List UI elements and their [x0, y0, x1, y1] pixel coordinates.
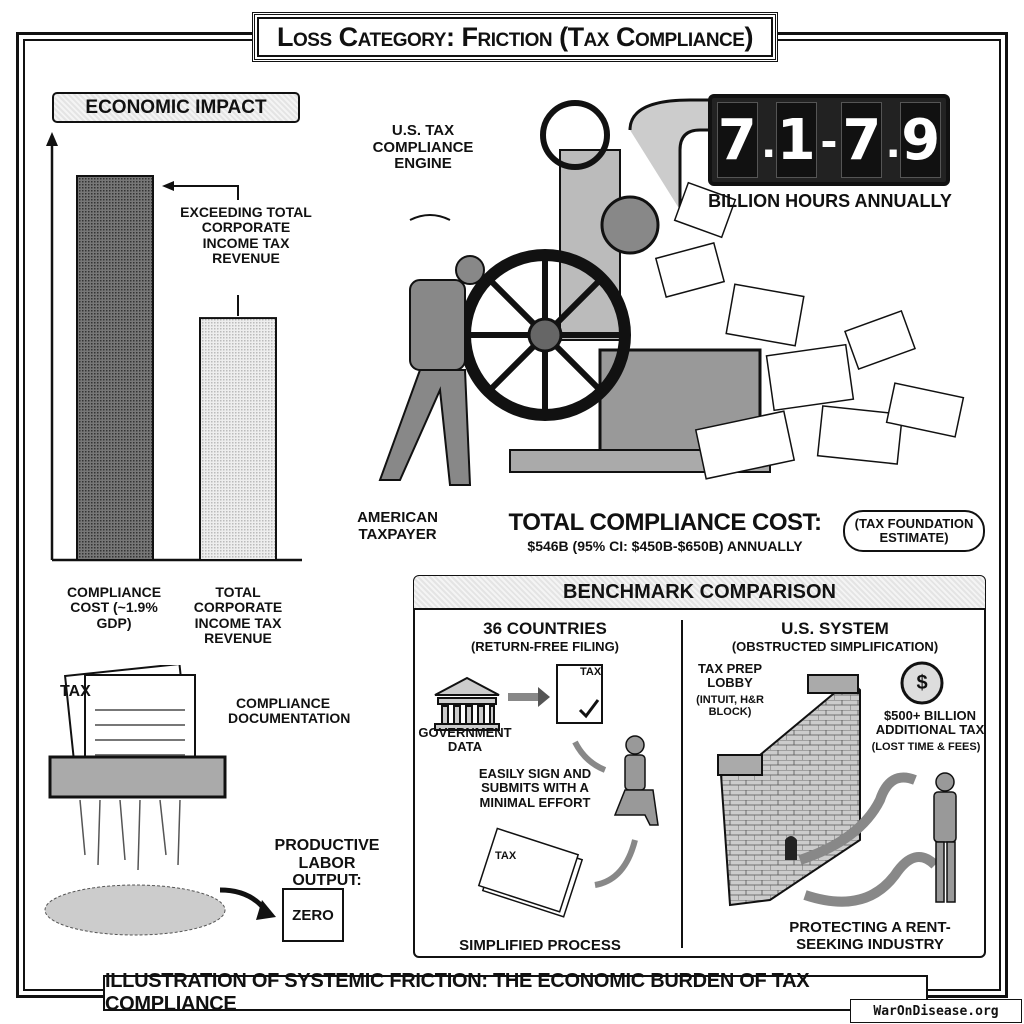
compliance-documentation-label: COMPLIANCE DOCUMENTATION	[228, 695, 351, 727]
government-data-label: GOVERNMENT DATA	[418, 725, 512, 755]
signed-tax-form-icon	[477, 827, 584, 918]
simplified-process-label: SIMPLIFIED PROCESS	[459, 937, 621, 954]
counter-digit: 7	[841, 102, 883, 178]
tax-form-icon	[556, 664, 603, 724]
bar-compliance-cost	[76, 175, 154, 561]
lobby-detail: (INTUIT, H&R BLOCK)	[696, 694, 764, 719]
total-cost-detail: $546B (95% CI: $450B-$650B) ANNUALLY	[527, 538, 803, 554]
rent-seeking-label: PROTECTING A RENT-SEEKING INDUSTRY	[789, 919, 951, 953]
counter-caption: BILLION HOURS ANNUALLY	[708, 191, 952, 211]
tax-form-label: TAX	[580, 666, 602, 678]
sign-submit-label: EASILY SIGN AND SUBMITS WITH A MINIMAL E…	[478, 766, 592, 810]
checkmark-icon	[578, 699, 600, 719]
bar-corporate-tax-revenue	[199, 317, 277, 561]
annotation-connector-top	[168, 185, 239, 200]
bar-label-compliance: COMPLIANCE COST (~1.9% GDP)	[66, 584, 162, 631]
counter-dot: .	[761, 112, 776, 168]
economic-impact-chart	[46, 132, 302, 562]
return-free-illustration	[434, 664, 659, 918]
additional-tax-label: $500+ BILLION ADDITIONAL TAX	[875, 708, 985, 738]
hours-counter: 7 . 1 - 7 . 9	[708, 94, 950, 186]
dollar-coin-icon	[900, 661, 944, 705]
shredder-doc-label: TAX	[60, 683, 91, 700]
productive-labor-label: PRODUCTIVE LABOR OUTPUT:	[274, 837, 380, 890]
counter-digit: 7	[716, 102, 758, 178]
government-building-icon	[434, 676, 500, 731]
left-title: 36 COUNTRIES	[483, 619, 607, 638]
coin-symbol: $	[916, 672, 928, 694]
counter-digit: 9	[900, 102, 942, 178]
additional-tax-detail: (LOST TIME & FEES)	[871, 741, 981, 753]
left-subtitle: (RETURN-FREE FILING)	[470, 639, 620, 654]
counter-dash: -	[820, 112, 838, 168]
obstruction-wall-illustration	[717, 661, 957, 907]
engine-label: U.S. TAX COMPLIANCE ENGINE	[372, 122, 474, 172]
right-title: U.S. SYSTEM	[781, 619, 889, 638]
benchmark-heading: BENCHMARK COMPARISON	[414, 576, 985, 610]
counter-dot: .	[886, 112, 901, 168]
arrow-left-icon	[162, 181, 174, 191]
annotation-exceeding: EXCEEDING TOTAL CORPORATE INCOME TAX REV…	[180, 204, 312, 267]
bar-label-corporate: TOTAL CORPORATE INCOME TAX REVENUE	[193, 584, 283, 647]
tax-compliance-engine-illustration	[378, 98, 965, 486]
lobby-label: TAX PREP LOBBY	[697, 661, 763, 691]
page-title: Loss Category: Friction (Tax Compliance)	[252, 12, 778, 62]
counter-digit: 1	[775, 102, 817, 178]
zero-box: ZERO	[282, 888, 344, 942]
watermark[interactable]: WarOnDisease.org	[850, 999, 1022, 1023]
economic-impact-heading: ECONOMIC IMPACT	[52, 92, 300, 123]
shredder-illustration	[44, 665, 276, 936]
signed-form-label: TAX	[495, 850, 517, 862]
axis-arrow-icon	[46, 132, 58, 146]
bottom-caption: ILLUSTRATION OF SYSTEMIC FRICTION: THE E…	[103, 970, 928, 1015]
right-subtitle: (OBSTRUCTED SIMPLIFICATION)	[731, 639, 939, 654]
source-note: (TAX FOUNDATION ESTIMATE)	[843, 510, 985, 552]
total-cost-title: TOTAL COMPLIANCE COST:	[508, 509, 823, 536]
benchmark-divider	[681, 620, 683, 948]
taxpayer-label: AMERICAN TAXPAYER	[357, 509, 438, 543]
standing-person-icon	[933, 772, 957, 903]
kneeling-person-icon	[613, 735, 659, 826]
winding-path-icon	[798, 772, 939, 907]
